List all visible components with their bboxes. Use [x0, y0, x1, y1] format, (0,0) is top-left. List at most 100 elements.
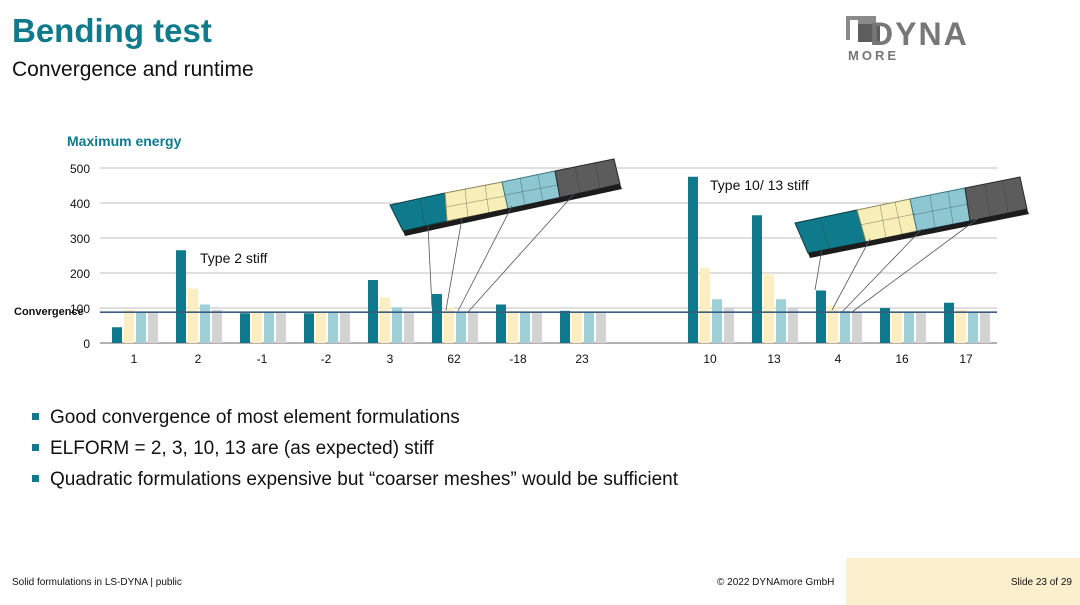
x-tick-label: 10	[703, 352, 717, 366]
bullet-square-icon	[32, 413, 39, 420]
bar	[840, 310, 850, 343]
bar	[188, 288, 198, 343]
bar	[520, 312, 530, 343]
bar	[252, 312, 262, 343]
bar	[124, 309, 134, 343]
bar	[584, 312, 594, 343]
bar	[956, 309, 966, 343]
bar	[968, 312, 978, 343]
bar	[980, 312, 990, 343]
bar	[444, 307, 454, 343]
bar	[112, 327, 122, 343]
bullet-item: Quadratic formulations expensive but “co…	[32, 468, 678, 499]
bar	[816, 290, 826, 343]
bullet-item: ELFORM = 2, 3, 10, 13 are (as expected) …	[32, 437, 678, 468]
annotation-type2-stiff: Type 2 stiff	[200, 250, 268, 266]
bar	[852, 312, 862, 343]
bar	[380, 297, 390, 343]
bar	[700, 267, 710, 343]
bar	[432, 294, 442, 343]
x-tick-label: 13	[767, 352, 781, 366]
x-tick-label: -18	[509, 352, 527, 366]
bar	[904, 312, 914, 343]
dynamore-logo: DYNA MORE	[846, 16, 969, 63]
x-tick-label: -1	[257, 352, 268, 366]
y-tick-label: 300	[70, 232, 90, 246]
energy-bar-chart: Maximum energy 0 100 200 300 400 500 Converge…	[14, 133, 1029, 366]
logo-text-dyna: DYNA	[870, 16, 969, 52]
bar	[404, 311, 414, 343]
bar	[892, 311, 902, 343]
mesh-illustration-right	[794, 176, 1029, 313]
x-tick-label: 4	[835, 352, 842, 366]
bar	[240, 313, 250, 343]
y-tick-label: 200	[70, 267, 90, 281]
bar	[316, 312, 326, 343]
bar	[596, 312, 606, 343]
chart-title: Maximum energy	[67, 133, 182, 149]
y-tick-label: 400	[70, 197, 90, 211]
convergence-label: Convergence	[14, 306, 84, 318]
bar	[560, 310, 570, 343]
bar	[276, 312, 286, 343]
y-tick-label: 500	[70, 162, 90, 176]
bullet-item: Good convergence of most element formula…	[32, 406, 678, 437]
mesh-illustration-left	[389, 158, 622, 313]
y-axis-tick-labels: 0 100 200 300 400 500	[70, 162, 90, 351]
bar	[916, 312, 926, 343]
bar	[468, 312, 478, 343]
bar	[764, 274, 774, 343]
bar	[264, 312, 274, 343]
bar	[392, 307, 402, 343]
bullet-text: ELFORM = 2, 3, 10, 13 are (as expected) …	[50, 438, 434, 459]
bar	[508, 310, 518, 343]
annotation-type10-13-stiff: Type 10/ 13 stiff	[710, 177, 809, 193]
x-tick-label: 1	[131, 352, 138, 366]
bar	[688, 176, 698, 343]
footer-copyright: © 2022 DYNAmore GmbH	[717, 577, 835, 588]
bar	[176, 250, 186, 343]
footer-slide-box: Slide 23 of 29	[846, 558, 1080, 605]
y-tick-label: 100	[70, 302, 90, 316]
bar	[880, 308, 890, 343]
x-tick-label: 16	[895, 352, 909, 366]
bar	[328, 312, 338, 343]
slide-title: Bending test	[12, 12, 212, 49]
x-tick-label: 23	[575, 352, 589, 366]
x-tick-label: 2	[195, 352, 202, 366]
bar	[496, 304, 506, 343]
bullet-text: Good convergence of most element formula…	[50, 407, 460, 428]
bar	[788, 308, 798, 343]
footer-presentation-title: Solid formulations in LS-DYNA | public	[12, 577, 182, 588]
x-tick-label: 3	[387, 352, 394, 366]
bar	[776, 299, 786, 343]
x-axis-tick-labels: 1 2 -1 -2 3 62 -18 23 10 13 4 16 17	[131, 352, 973, 366]
bar	[712, 299, 722, 343]
convergence-marker: Convergence	[14, 306, 997, 318]
bullet-square-icon	[32, 444, 39, 451]
bar	[148, 312, 158, 343]
bar	[456, 311, 466, 343]
bar	[304, 313, 314, 343]
bar	[752, 215, 762, 343]
bar	[828, 306, 838, 343]
x-tick-label: -2	[321, 352, 332, 366]
bar	[532, 312, 542, 343]
chart-bars	[112, 176, 990, 343]
bar	[340, 312, 350, 343]
bar	[136, 312, 146, 343]
logo-text-more: MORE	[848, 48, 899, 63]
slide-number: Slide 23 of 29	[1010, 577, 1072, 588]
bullet-square-icon	[32, 475, 39, 482]
bar	[944, 302, 954, 343]
bullet-text: Quadratic formulations expensive but “co…	[50, 469, 679, 490]
x-tick-label: 17	[959, 352, 973, 366]
slide-subtitle: Convergence and runtime	[12, 58, 254, 81]
bar	[212, 309, 222, 343]
x-tick-label: 62	[447, 352, 461, 366]
y-tick-label: 0	[83, 337, 90, 351]
bar	[572, 312, 582, 343]
bullet-list: Good convergence of most element formula…	[32, 406, 678, 499]
bar	[724, 308, 734, 343]
bar	[200, 304, 210, 343]
